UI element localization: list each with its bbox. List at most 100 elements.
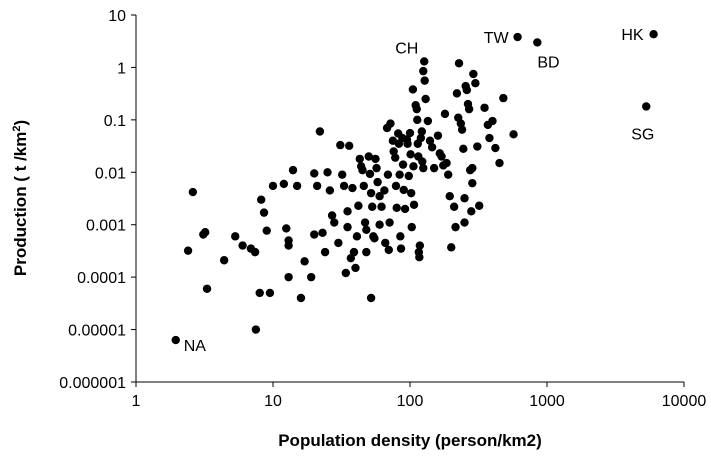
data-point bbox=[408, 85, 418, 94]
y-tick-label: 10 bbox=[108, 8, 126, 25]
data-point bbox=[649, 30, 658, 39]
data-point bbox=[352, 232, 362, 241]
y-axis-title: Production ( t /km2) bbox=[11, 120, 30, 276]
data-point bbox=[460, 218, 469, 227]
y-tick-label: 0.0001 bbox=[77, 270, 126, 287]
data-point bbox=[370, 234, 379, 243]
data-point bbox=[417, 127, 427, 136]
data-point bbox=[419, 66, 428, 76]
data-point bbox=[359, 181, 368, 191]
data-point bbox=[296, 293, 306, 303]
data-point bbox=[415, 241, 425, 250]
y-tick-label: 0.00001 bbox=[68, 323, 126, 340]
data-point bbox=[375, 220, 384, 229]
point-annotation-sg: SG bbox=[631, 126, 654, 143]
x-tick-label: 100 bbox=[397, 393, 424, 410]
point-annotations: TW HK BD SG CH NA bbox=[184, 27, 655, 355]
data-point bbox=[420, 76, 429, 85]
data-point bbox=[368, 202, 377, 211]
data-point bbox=[396, 232, 405, 241]
data-point bbox=[423, 116, 433, 126]
data-point bbox=[416, 133, 426, 143]
data-point bbox=[366, 293, 376, 303]
data-point bbox=[443, 170, 453, 179]
data-point bbox=[310, 230, 319, 239]
data-point bbox=[391, 153, 400, 162]
y-tick-label: 0.01 bbox=[95, 165, 126, 182]
data-point bbox=[475, 201, 484, 210]
data-point bbox=[452, 89, 462, 98]
data-point bbox=[345, 141, 354, 151]
data-point bbox=[495, 158, 504, 168]
data-point bbox=[336, 140, 345, 150]
data-point bbox=[371, 154, 380, 164]
data-point bbox=[366, 188, 376, 198]
data-point bbox=[327, 211, 337, 220]
x-axis-title: Population density (person/km2) bbox=[278, 431, 542, 450]
point-annotation-tw: TW bbox=[484, 30, 510, 47]
data-point bbox=[385, 218, 394, 227]
y-axis-title-close: ) bbox=[11, 120, 30, 126]
data-point bbox=[355, 154, 364, 164]
data-point bbox=[459, 144, 468, 154]
data-point bbox=[400, 204, 410, 214]
data-point bbox=[255, 288, 264, 298]
data-point bbox=[398, 160, 408, 169]
data-point bbox=[419, 163, 428, 173]
data-point bbox=[373, 177, 382, 187]
data-point bbox=[445, 191, 454, 201]
data-point bbox=[354, 201, 363, 210]
data-point bbox=[202, 284, 212, 293]
data-point bbox=[533, 38, 542, 47]
data-point bbox=[372, 163, 381, 173]
data-point bbox=[201, 227, 210, 237]
data-point bbox=[642, 102, 651, 111]
data-point bbox=[406, 188, 416, 198]
x-tick-label: 1 bbox=[132, 393, 141, 410]
data-point bbox=[386, 119, 395, 128]
data-point bbox=[471, 79, 480, 88]
point-annotation-hk: HK bbox=[621, 27, 644, 44]
data-point bbox=[509, 130, 518, 139]
data-point bbox=[183, 246, 193, 255]
data-point bbox=[451, 222, 460, 232]
data-point bbox=[262, 226, 271, 235]
data-point bbox=[349, 247, 359, 257]
data-point bbox=[219, 256, 229, 265]
data-point bbox=[491, 143, 500, 153]
data-point bbox=[462, 85, 472, 95]
data-point bbox=[284, 241, 293, 250]
data-point bbox=[457, 125, 467, 134]
data-point bbox=[343, 222, 352, 232]
x-tick-label: 10000 bbox=[662, 393, 707, 410]
data-point bbox=[427, 143, 437, 152]
data-point bbox=[513, 32, 522, 42]
data-point bbox=[464, 104, 474, 114]
data-point bbox=[343, 207, 352, 216]
ticks: 1 10 100 1000 10000 0.000001 0.00001 0.0001 0.00… bbox=[59, 8, 706, 410]
data-point bbox=[292, 181, 302, 191]
data-point bbox=[403, 139, 412, 148]
data-point bbox=[449, 202, 459, 211]
data-point bbox=[396, 244, 406, 253]
data-point bbox=[351, 263, 360, 273]
data-point bbox=[339, 181, 349, 191]
data-point bbox=[282, 224, 291, 233]
data-point bbox=[413, 115, 422, 125]
data-point bbox=[362, 247, 371, 257]
data-point bbox=[310, 169, 319, 178]
data-point bbox=[306, 272, 316, 282]
data-point bbox=[488, 116, 497, 126]
data-point bbox=[420, 57, 429, 66]
data-point bbox=[429, 163, 439, 173]
data-point bbox=[440, 109, 450, 119]
data-point bbox=[409, 200, 419, 209]
y-tick-label: 1 bbox=[117, 60, 126, 77]
data-point bbox=[251, 325, 261, 334]
data-point bbox=[425, 136, 435, 145]
data-point bbox=[469, 69, 478, 79]
data-point bbox=[383, 170, 393, 179]
x-tick-label: 10 bbox=[264, 393, 282, 410]
